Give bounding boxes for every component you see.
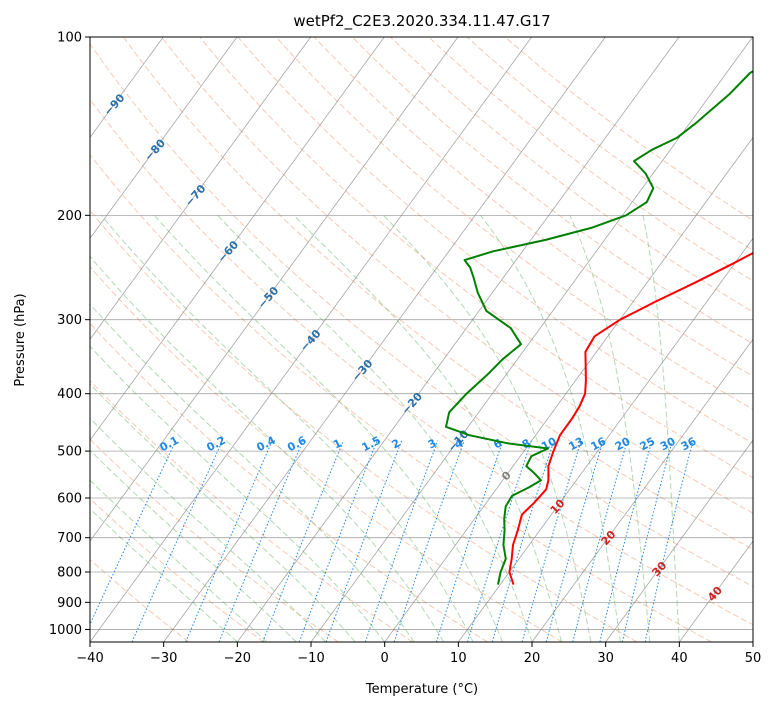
isotherm-line [605, 439, 753, 642]
dewpoint-line [445, 70, 753, 585]
mixing-ratio-line [545, 440, 604, 642]
isotherm-line [237, 37, 680, 642]
dry-adiabat-line [390, 37, 753, 313]
mixing-ratio-label: 13 [566, 435, 586, 454]
dry-adiabat-line [90, 558, 190, 642]
x-tick-label: 20 [524, 651, 541, 666]
dry-adiabat-line [90, 98, 753, 626]
x-tick-label: −40 [76, 651, 103, 666]
mixing-ratio-line [572, 440, 628, 642]
dry-adiabat-line [90, 380, 414, 642]
mixing-ratio-label: 25 [638, 435, 658, 454]
mixing-ratio-line [262, 440, 344, 642]
isotherm-line [90, 37, 532, 642]
mixing-ratio-lines [90, 440, 694, 642]
dry-adiabat-line [313, 37, 753, 377]
moist-adiabat-line [293, 214, 562, 642]
moist-adiabat-line [480, 215, 621, 642]
y-tick-label: 200 [57, 209, 82, 224]
dry-adiabat-line [199, 37, 753, 479]
plot-frame [89, 36, 754, 643]
mixing-ratio-line [364, 440, 439, 642]
y-axis-label: Pressure (hPa) [13, 293, 28, 386]
x-tick-label: −20 [224, 651, 251, 666]
moist-adiabat-line [90, 479, 268, 642]
mixing-ratio-label: 36 [679, 435, 699, 454]
moist-adiabat-line [90, 383, 356, 642]
y-tick-label: 800 [57, 566, 82, 581]
dry-adiabat-line [90, 42, 753, 588]
moist-adiabat-line [90, 417, 327, 642]
mixing-ratio-label: 30 [658, 435, 678, 454]
y-tick-label: 1000 [49, 623, 82, 638]
moist-adiabat-line [217, 214, 533, 642]
x-tick-label: 40 [671, 651, 688, 666]
isobars [90, 37, 753, 630]
moist-adiabat-line [90, 303, 415, 642]
dry-adiabat-line [90, 266, 563, 642]
y-axis-ticks: 100 200 300 400 500 600 700 800 900 1000 [49, 31, 90, 638]
mixing-ratio-line [218, 440, 304, 642]
moist-adiabat-line [90, 255, 445, 642]
mixing-ratio-label: 20 [613, 435, 633, 454]
moist-adiabats [90, 214, 680, 642]
y-tick-label: 500 [57, 445, 82, 460]
mixing-ratio-line [521, 440, 582, 642]
mixing-ratio-line [298, 440, 378, 642]
y-tick-label: 600 [57, 492, 82, 507]
x-tick-label: 10 [450, 651, 467, 666]
isotherm-line [310, 37, 753, 642]
isotherm-line [458, 237, 753, 642]
mixing-ratio-line [435, 440, 504, 642]
moist-adiabat-line [90, 508, 238, 642]
x-tick-label: 50 [745, 651, 762, 666]
dry-adiabat-line [90, 438, 339, 642]
x-axis-label: Temperature (°C) [365, 682, 478, 697]
y-tick-label: 400 [57, 387, 82, 402]
x-tick-label: −10 [297, 651, 324, 666]
x-tick-label: 0 [381, 651, 389, 666]
dry-adiabat-line [90, 322, 488, 642]
x-tick-label: −30 [150, 651, 177, 666]
mixing-ratio-line [644, 440, 694, 642]
dry-adiabat-line [90, 209, 638, 642]
mixing-ratio-line [621, 440, 673, 642]
dry-adiabat-line [90, 153, 712, 642]
isotherm-line [90, 37, 238, 240]
y-tick-label: 900 [57, 596, 82, 611]
mixing-ratio-line [393, 440, 465, 642]
moist-adiabat-line [383, 214, 592, 642]
y-tick-label: 700 [57, 531, 82, 546]
mixing-ratio-line [467, 440, 532, 642]
moist-adiabat-line [90, 345, 386, 642]
y-tick-label: 100 [57, 31, 82, 46]
moist-adiabat-line [642, 215, 680, 642]
moist-adiabat-line [154, 214, 503, 642]
profile-series [445, 70, 753, 585]
x-tick-label: 30 [597, 651, 614, 666]
mixing-ratio-line [599, 440, 653, 642]
isotherm-line [90, 37, 385, 441]
chart-title: wetPf2_C2E3.2020.334.11.47.G17 [293, 12, 550, 31]
mixing-ratio-label: 16 [589, 435, 609, 454]
mixing-ratio-line [491, 440, 555, 642]
temperature-line [508, 251, 753, 585]
x-axis-ticks: −40 −30 −20 −10 0 10 20 30 40 50 [76, 642, 761, 666]
mixing-ratio-line [325, 440, 403, 642]
y-tick-label: 300 [57, 313, 82, 328]
dry-adiabat-line [237, 37, 753, 444]
moist-adiabat-line [101, 214, 474, 642]
isotherm-line [90, 37, 311, 340]
isotherm-line [90, 37, 459, 542]
isotherm-line [163, 37, 606, 642]
moist-adiabat-line [569, 215, 651, 642]
mixing-ratio-labels: 0.1 0.2 0.4 0.6 1 1.5 2 3 4 6 8 10 13 16 20 25 30 36 [158, 434, 699, 455]
mixing-ratio-line [185, 440, 273, 642]
